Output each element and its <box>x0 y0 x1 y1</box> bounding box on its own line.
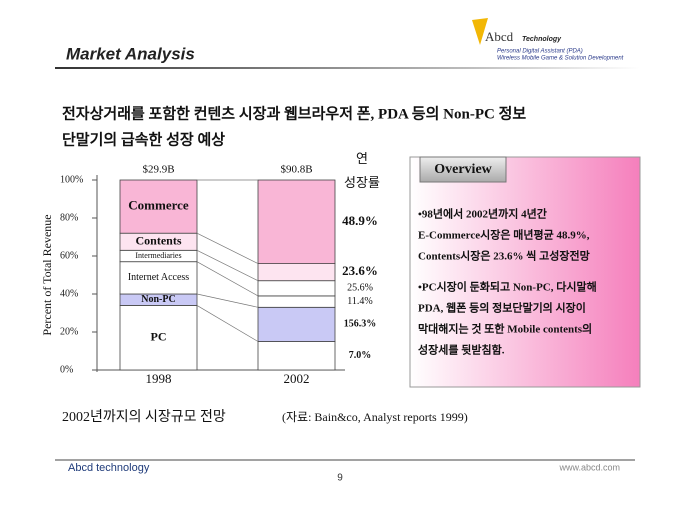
segment-label: Commerce <box>128 198 189 213</box>
growth-label: 156.3% <box>344 319 377 330</box>
bar-segment <box>257 341 336 371</box>
connector-line <box>196 261 259 297</box>
y-tick-label: 0% <box>60 364 73 375</box>
overview-text: PDA, 웹폰 등의 정보단말기의 시장이 <box>418 301 586 315</box>
growth-title: 성장률 <box>344 175 380 190</box>
y-tick-label: 80% <box>60 212 78 223</box>
overview-text: Contents시장은 23.6% 씩 고성장전망 <box>418 249 590 263</box>
growth-label: 23.6% <box>342 263 378 278</box>
note: 2002년까지의 시장규모 전망 <box>62 409 226 425</box>
segment-label: Intermediaries <box>135 251 181 260</box>
overview-text: 성장세를 뒷받침함. <box>418 343 505 357</box>
x-tick-label: 1998 <box>146 371 172 386</box>
overview-text: •PC시장이 둔화되고 Non-PC, 다시말해 <box>418 280 597 294</box>
growth-title: 연 <box>356 151 368 166</box>
growth-label: 7.0% <box>349 350 372 361</box>
overview-tab <box>419 156 507 183</box>
bar-segment <box>119 179 198 234</box>
y-tick-label: 40% <box>60 288 78 299</box>
segment-label: Non-PC <box>141 294 175 305</box>
growth-label: 48.9% <box>342 213 378 228</box>
bar-segment <box>257 263 336 282</box>
y-axis-label: Percent of Total Revenue <box>40 214 54 335</box>
total-label: $29.9B <box>142 164 174 176</box>
source: (자료: Bain&co, Analyst reports 1999) <box>282 410 468 424</box>
connector-line <box>196 232 259 264</box>
connector-line <box>196 293 259 308</box>
bar-segment <box>257 179 336 264</box>
total-label: $90.8B <box>280 164 312 176</box>
headline: 전자상거래를 포함한 컨텐츠 시장과 웹브라우저 폰, PDA 등의 Non-P… <box>62 104 526 122</box>
page-title: Market Analysis <box>66 44 195 63</box>
bar-segment <box>257 295 336 308</box>
page-number: 9 <box>337 473 343 484</box>
overview-text: 막대해지는 것 또한 Mobile contents의 <box>418 322 592 336</box>
bar-segment <box>257 306 336 342</box>
y-tick-label: 100% <box>60 174 83 185</box>
y-tick-label: 60% <box>60 250 78 261</box>
overview-text: •98년에서 2002년까지 4년간 <box>418 207 547 221</box>
logo-mark <box>472 18 488 45</box>
footer-url: www.abcd.com <box>558 462 620 472</box>
overview-title: Overview <box>434 162 492 177</box>
segment-label: Internet Access <box>128 272 189 283</box>
growth-label: 25.6% <box>347 283 373 294</box>
connector-line <box>196 249 259 282</box>
logo-line: Wireless Mobile Game & Solution Developm… <box>497 56 624 62</box>
logo-name: Technology <box>522 36 562 43</box>
connector-line <box>196 305 259 342</box>
headline: 단말기의 급속한 성장 예상 <box>62 130 225 148</box>
segment-label: PC <box>151 329 167 343</box>
title-rule <box>55 67 640 69</box>
segment-label: Contents <box>135 234 181 248</box>
x-tick-label: 2002 <box>284 371 310 386</box>
logo-text: Abcd <box>485 29 514 44</box>
bar-segment <box>119 261 198 295</box>
bar-segment <box>257 280 336 297</box>
logo-line: Personal Digital Assistant (PDA) <box>497 49 583 55</box>
y-tick-label: 20% <box>60 326 78 337</box>
overview-text: E-Commerce시장은 매년평균 48.9%, <box>418 228 590 242</box>
bar-segment <box>119 304 198 371</box>
growth-label: 11.4% <box>347 296 372 307</box>
footer-company: Abcd technology <box>68 462 150 474</box>
overview-box <box>409 156 641 388</box>
